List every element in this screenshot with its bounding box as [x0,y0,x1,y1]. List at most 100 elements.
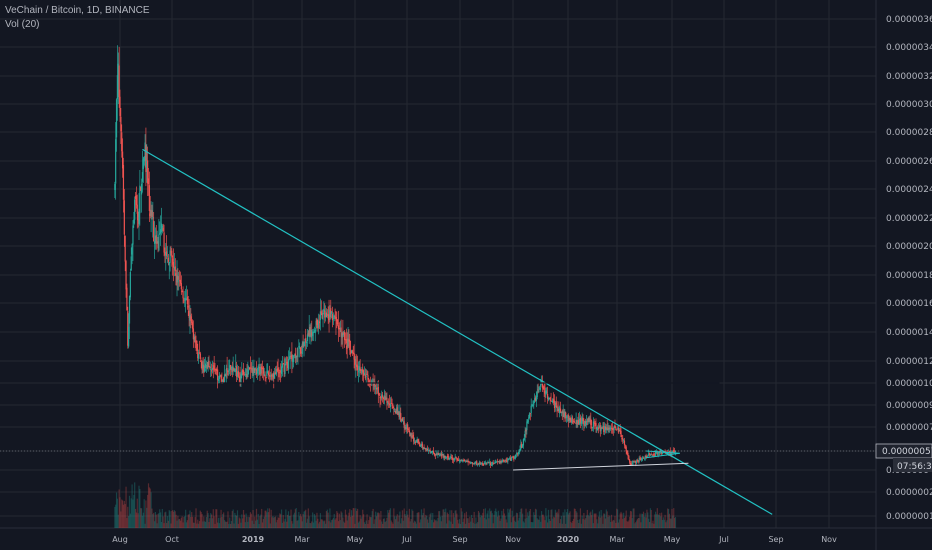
candle-body [322,313,324,320]
volume-bar [527,512,529,528]
candle-body [585,420,588,426]
volume-bar [509,508,512,528]
volume-bar [608,515,610,528]
volume-bar [473,511,475,528]
volume-bar [288,516,290,528]
candle-body [267,372,270,376]
candle-body [582,417,584,422]
volume-bar [543,516,545,528]
volume-bar [611,521,613,528]
volume-bar [232,509,234,528]
volume-bar [193,522,195,528]
volume-bar [404,513,406,528]
candle-body [173,267,176,270]
volume-bar [615,522,617,528]
volume-bar [578,519,581,528]
volume-bar [242,509,245,528]
candle-body [548,397,550,399]
volume-bar [572,518,575,528]
volume-bar [385,520,387,528]
candle-body [201,361,203,370]
candle-body [575,419,577,423]
candle-body [648,453,650,456]
volume-bar [629,516,631,528]
candle-body [354,359,356,365]
volume-bar [648,522,651,528]
volume-bar [388,509,391,528]
volume-bar [495,508,497,528]
volume-bar [554,509,556,528]
volume-bar [235,515,237,528]
volume-bar [276,519,278,528]
volume-bar [432,512,434,528]
volume-bar [596,519,598,528]
volume-bar [378,513,380,528]
candle-body [664,450,666,452]
candle-body [424,448,426,449]
candle-body [581,418,583,423]
candle-body [323,309,325,312]
candle-body [180,283,182,290]
volume-bar [130,498,132,528]
volume-bar [412,510,414,528]
candle-body [458,460,461,462]
volume-bar [377,512,379,528]
volume-bar [638,518,640,528]
volume-bar [279,513,281,528]
candle-body [632,461,634,463]
candle-body [542,388,544,390]
candle-body [200,361,202,363]
volume-bar [187,514,189,528]
candle-body [405,426,407,429]
volume-bar [540,511,543,528]
volume-bar [547,509,550,528]
volume-bar [143,499,145,528]
volume-bar [525,508,527,528]
candle-body [272,374,274,377]
candle-body [161,225,163,228]
candle-body [652,454,654,456]
volume-bar [483,517,486,528]
candle-body [412,434,414,438]
candle-body [639,458,641,459]
candle-body [502,460,505,462]
volume-bar [571,523,573,528]
volume-bar [468,522,470,528]
volume-bar [150,492,152,528]
candle-body [534,397,537,401]
volume-bar [199,510,201,528]
time-scale[interactable]: Aug Oct 2019 Mar May Jul Sep Nov 2020 Mar May Jul Se… [112,535,837,544]
candle-body [374,381,376,387]
volume-bar [337,521,340,528]
volume-indicator-label[interactable]: Vol (20) [5,19,40,30]
candle-body [220,375,222,379]
candle-body [376,388,379,390]
candle-body [522,439,525,446]
volume-bar [616,508,618,528]
candle-body [318,321,321,324]
volume-bar [300,516,303,528]
candle-body [382,395,384,398]
candle-body [562,410,564,414]
candle-body [279,370,281,372]
volume-bar [396,514,398,528]
candle-body [140,187,142,191]
candle-body [477,463,480,465]
candle-body [625,446,627,452]
candle-body [503,460,506,462]
volume-bar [672,515,674,528]
volume-bar [284,518,286,528]
candle-body [153,241,156,244]
candle-body [361,370,363,373]
candle-body [141,172,144,182]
candle-body [426,448,429,451]
volume-bar [281,522,284,528]
volume-bar [630,511,632,528]
candle-body [341,333,343,338]
volume-bar [336,511,338,528]
candle-body [486,462,488,464]
candle-body [612,428,614,430]
candle-body [126,287,128,311]
